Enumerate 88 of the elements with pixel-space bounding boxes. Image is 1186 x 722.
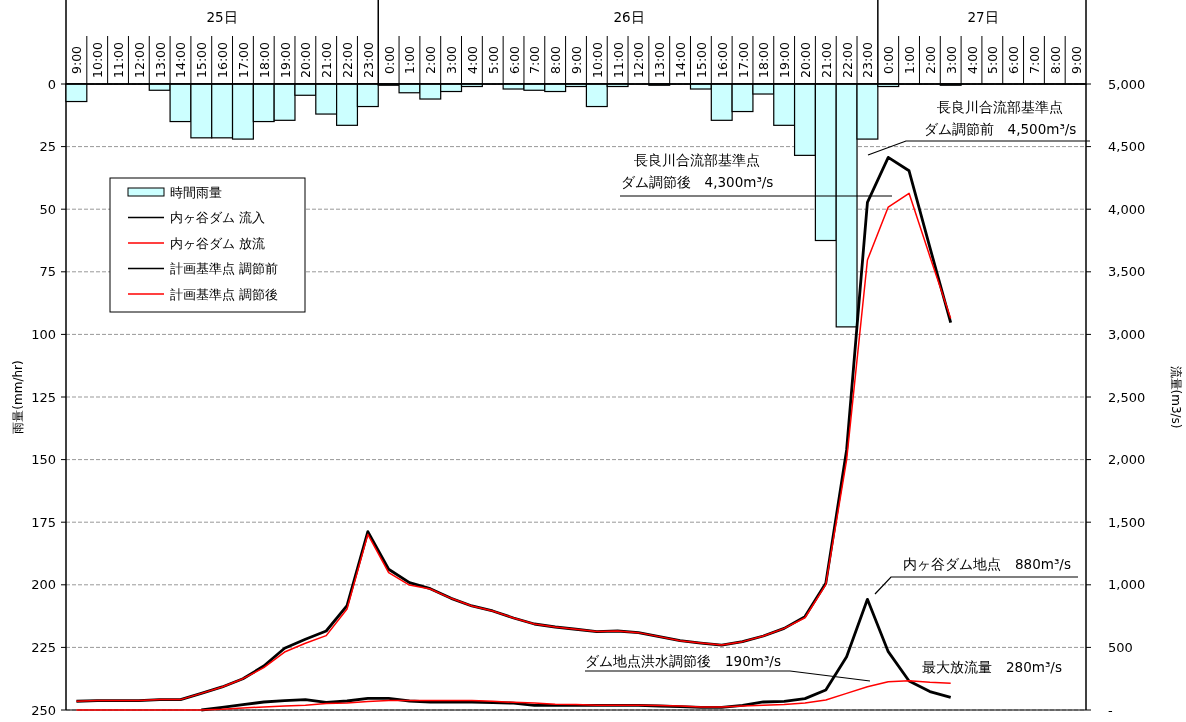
x-tick-label: 5:00 bbox=[984, 45, 1000, 75]
x-tick-label: 17:00 bbox=[235, 41, 251, 79]
x-tick-label: 0:00 bbox=[880, 45, 896, 75]
x-tick-label: 23:00 bbox=[859, 41, 875, 79]
y-tick-label: 225 bbox=[31, 639, 56, 655]
y2-tick-label: 500 bbox=[1108, 639, 1133, 655]
x-tick-label: 14:00 bbox=[672, 41, 688, 79]
y-tick-label: 200 bbox=[31, 577, 56, 593]
x-tick-label: 3:00 bbox=[443, 45, 459, 75]
x-tick-label: 16:00 bbox=[714, 41, 730, 79]
x-tick-label: 17:00 bbox=[735, 41, 751, 79]
annotation: ダム調節前 4,500m³/s bbox=[923, 121, 1077, 137]
x-tick-label: 9:00 bbox=[68, 45, 84, 75]
annotation: 27日 bbox=[967, 9, 999, 25]
x-tick-label: 13:00 bbox=[651, 41, 667, 79]
x-tick-label: 19:00 bbox=[277, 41, 293, 79]
y-axis-title: 雨量(mm/hr) bbox=[11, 360, 25, 434]
legend-label: 計画基準点 調節前 bbox=[170, 261, 278, 276]
x-tick-label: 21:00 bbox=[818, 41, 834, 79]
y-tick-label: 75 bbox=[39, 264, 56, 280]
annotation: ダム調節後 4,300m³/s bbox=[620, 174, 774, 190]
x-tick-label: 3:00 bbox=[943, 45, 959, 75]
y-tick-label: 250 bbox=[31, 702, 56, 718]
legend-label: 内ヶ谷ダム 放流 bbox=[170, 235, 265, 251]
legend-label: 計画基準点 調節後 bbox=[170, 286, 278, 302]
y2-tick-label: 4,500 bbox=[1108, 139, 1146, 155]
y2-tick-label: 2,000 bbox=[1108, 452, 1146, 468]
x-tick-label: 2:00 bbox=[922, 45, 938, 75]
y-tick-label: 50 bbox=[39, 201, 56, 217]
x-tick-label: 12:00 bbox=[131, 41, 147, 79]
x-tick-label: 13:00 bbox=[152, 41, 168, 79]
y-tick-label: 100 bbox=[31, 326, 56, 342]
x-tick-label: 4:00 bbox=[964, 45, 980, 75]
x-tick-label: 6:00 bbox=[506, 45, 522, 75]
y2-tick-label: 1,500 bbox=[1108, 514, 1146, 530]
x-tick-label: 1:00 bbox=[401, 45, 417, 75]
x-tick-label: 5:00 bbox=[485, 45, 501, 75]
y-tick-label: 25 bbox=[39, 139, 56, 155]
x-tick-label: 9:00 bbox=[1068, 45, 1084, 75]
x-tick-label: 8:00 bbox=[1047, 45, 1063, 75]
x-tick-label: 6:00 bbox=[1005, 45, 1021, 75]
x-tick-label: 12:00 bbox=[630, 41, 646, 79]
y2-tick-label: 5,000 bbox=[1108, 76, 1146, 92]
x-tick-label: 0:00 bbox=[381, 45, 397, 75]
x-tick-label: 16:00 bbox=[214, 41, 230, 79]
y-tick-label: 175 bbox=[31, 514, 56, 530]
y2-tick-label: 3,000 bbox=[1108, 326, 1146, 342]
x-tick-label: 4:00 bbox=[464, 45, 480, 75]
x-tick-label: 9:00 bbox=[568, 45, 584, 75]
annotation: 最大放流量 280m³/s bbox=[922, 659, 1062, 675]
x-tick-label: 18:00 bbox=[256, 41, 272, 79]
y2-tick-label: - bbox=[1108, 702, 1113, 718]
annotation: 25日 bbox=[206, 9, 238, 25]
annotation: 長良川合流部基準点 bbox=[937, 99, 1063, 115]
y2-tick-label: 1,000 bbox=[1108, 577, 1146, 593]
x-tick-label: 20:00 bbox=[797, 41, 813, 79]
y2-tick-label: 4,000 bbox=[1108, 201, 1146, 217]
x-tick-label: 7:00 bbox=[1026, 45, 1042, 75]
x-tick-label: 22:00 bbox=[839, 41, 855, 79]
x-tick-label: 1:00 bbox=[901, 45, 917, 75]
x-tick-label: 11:00 bbox=[610, 41, 626, 79]
y-tick-label: 0 bbox=[47, 76, 56, 92]
annotation: ダム地点洪水調節後 190m³/s bbox=[585, 653, 781, 669]
x-tick-label: 11:00 bbox=[110, 41, 126, 79]
x-tick-label: 21:00 bbox=[318, 41, 334, 79]
x-tick-label: 10:00 bbox=[589, 41, 605, 79]
y2-tick-label: 3,500 bbox=[1108, 264, 1146, 280]
x-tick-label: 2:00 bbox=[422, 45, 438, 75]
x-tick-label: 7:00 bbox=[526, 45, 542, 75]
legend-label: 内ヶ谷ダム 流入 bbox=[170, 210, 265, 225]
x-tick-label: 8:00 bbox=[547, 45, 563, 75]
y-tick-label: 125 bbox=[31, 389, 56, 405]
annotation: 長良川合流部基準点 bbox=[634, 152, 760, 168]
x-tick-label: 18:00 bbox=[755, 41, 771, 79]
x-tick-label: 20:00 bbox=[297, 41, 313, 79]
x-tick-label: 23:00 bbox=[360, 41, 376, 79]
y2-axis-title: 流量(m3/s) bbox=[1169, 365, 1183, 429]
legend-label: 時間雨量 bbox=[170, 184, 222, 200]
x-tick-label: 10:00 bbox=[89, 41, 105, 79]
y2-tick-label: 2,500 bbox=[1108, 389, 1146, 405]
x-tick-label: 15:00 bbox=[193, 41, 209, 79]
x-tick-label: 19:00 bbox=[776, 41, 792, 79]
x-tick-label: 15:00 bbox=[693, 41, 709, 79]
y-tick-label: 150 bbox=[31, 452, 56, 468]
x-tick-label: 14:00 bbox=[172, 41, 188, 79]
annotation: 内ヶ谷ダム地点 880m³/s bbox=[903, 556, 1071, 572]
annotation: 26日 bbox=[613, 9, 645, 25]
x-tick-label: 22:00 bbox=[339, 41, 355, 79]
